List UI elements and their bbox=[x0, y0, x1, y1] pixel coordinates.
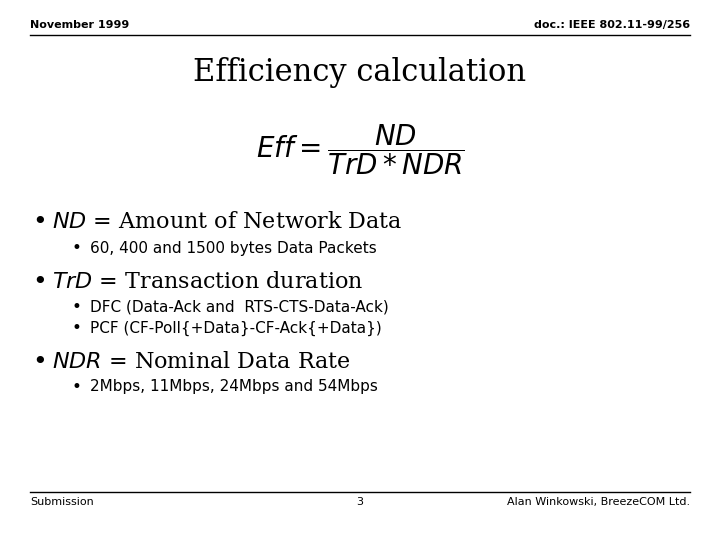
Text: •: • bbox=[72, 239, 82, 257]
Text: 60, 400 and 1500 bytes Data Packets: 60, 400 and 1500 bytes Data Packets bbox=[90, 240, 377, 255]
Text: •: • bbox=[72, 298, 82, 316]
Text: •: • bbox=[72, 378, 82, 396]
Text: •: • bbox=[32, 270, 47, 294]
Text: $\mathit{TrD}$ = Transaction duration: $\mathit{TrD}$ = Transaction duration bbox=[52, 271, 364, 293]
Text: $\mathit{Eff} = \dfrac{\mathit{ND}}{\mathit{TrD} * \mathit{NDR}}$: $\mathit{Eff} = \dfrac{\mathit{ND}}{\mat… bbox=[256, 123, 464, 177]
Text: PCF (CF-Poll{+Data}-CF-Ack{+Data}): PCF (CF-Poll{+Data}-CF-Ack{+Data}) bbox=[90, 320, 382, 335]
Text: •: • bbox=[32, 350, 47, 374]
Text: Efficiency calculation: Efficiency calculation bbox=[194, 57, 526, 87]
Text: •: • bbox=[32, 210, 47, 234]
Text: $\mathit{ND}$ = Amount of Network Data: $\mathit{ND}$ = Amount of Network Data bbox=[52, 211, 402, 233]
Text: 2Mbps, 11Mbps, 24Mbps and 54Mbps: 2Mbps, 11Mbps, 24Mbps and 54Mbps bbox=[90, 380, 378, 395]
Text: 3: 3 bbox=[356, 497, 364, 507]
Text: •: • bbox=[72, 319, 82, 337]
Text: November 1999: November 1999 bbox=[30, 20, 130, 30]
Text: doc.: IEEE 802.11-99/256: doc.: IEEE 802.11-99/256 bbox=[534, 20, 690, 30]
Text: Alan Winkowski, BreezeCOM Ltd.: Alan Winkowski, BreezeCOM Ltd. bbox=[507, 497, 690, 507]
Text: Submission: Submission bbox=[30, 497, 94, 507]
Text: DFC (Data-Ack and  RTS-CTS-Data-Ack): DFC (Data-Ack and RTS-CTS-Data-Ack) bbox=[90, 300, 389, 314]
Text: $\mathit{NDR}$ = Nominal Data Rate: $\mathit{NDR}$ = Nominal Data Rate bbox=[52, 351, 350, 373]
